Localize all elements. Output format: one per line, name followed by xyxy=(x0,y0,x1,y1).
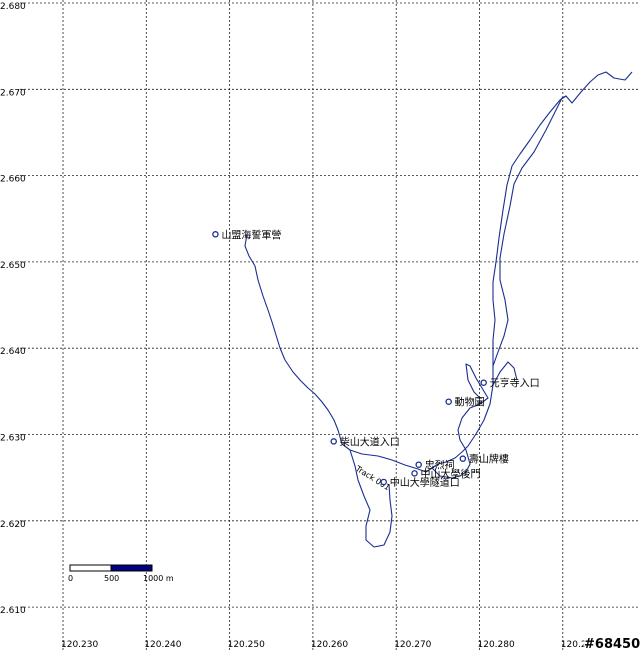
x-tick-label: 120.250 xyxy=(228,640,265,650)
y-tick-label: 2.640 xyxy=(0,347,26,357)
x-tick-label: 120.270 xyxy=(394,640,431,650)
scale-label-500: 500 xyxy=(104,574,119,583)
scale-bar-white-segment xyxy=(69,564,112,572)
waypoint-label: 元亨寺入口 xyxy=(490,377,540,390)
y-tick-label: 2.650 xyxy=(0,261,26,271)
x-tick-label: 120.260 xyxy=(311,640,348,650)
waypoint-marker[interactable] xyxy=(459,455,467,462)
waypoint-label: 山盟海誓軍營 xyxy=(221,228,281,241)
map-grid xyxy=(20,0,640,652)
waypoint-label: 動物園 xyxy=(455,396,485,409)
x-tick-label: 120.240 xyxy=(144,640,181,650)
y-tick-label: 2.630 xyxy=(0,434,26,444)
y-tick-label: 2.620 xyxy=(0,520,26,530)
waypoint-marker[interactable] xyxy=(445,398,452,405)
scale-label-0: 0 xyxy=(68,574,73,583)
waypoint-label: 壽山牌樓 xyxy=(469,453,509,466)
waypoint-label: 忠烈祠 xyxy=(425,459,455,472)
gps-track xyxy=(244,71,633,548)
y-tick-label: 2.610 xyxy=(0,606,26,616)
y-tick-label: 2.680 xyxy=(0,2,26,12)
waypoint-label: 柴山大道入口 xyxy=(340,435,400,448)
track-loop-south xyxy=(349,449,393,548)
waypoint-marker[interactable] xyxy=(480,379,487,386)
x-tick-label: 120.230 xyxy=(61,640,98,650)
x-tick-label: 120.29 xyxy=(561,640,593,650)
scale-bar-dark-segment xyxy=(110,564,153,572)
y-tick-label: 2.670 xyxy=(0,88,26,98)
watermark: #684500 xyxy=(584,637,640,652)
x-tick-label: 120.280 xyxy=(478,640,515,650)
waypoint-label: 中山大學後門 xyxy=(421,467,481,480)
track-main xyxy=(244,71,633,473)
scale-label-1000: 1000 m xyxy=(143,574,174,583)
waypoint-marker[interactable] xyxy=(330,438,337,445)
waypoint-marker[interactable] xyxy=(212,231,219,238)
waypoint-marker[interactable] xyxy=(415,461,422,468)
track-branch-east xyxy=(492,95,567,367)
track-branch-spur xyxy=(492,361,518,386)
track-loop-zoo xyxy=(431,363,489,479)
latitude-tick-labels: 2.680 2.670 2.660 2.650 2.640 2.630 2.620 2.610 xyxy=(0,2,26,616)
y-tick-label: 2.660 xyxy=(0,175,26,185)
waypoint-marker[interactable] xyxy=(411,470,418,477)
scale-bar: 0 500 1000 m xyxy=(68,564,174,583)
longitude-tick-labels: 120.230 120.240 120.250 120.260 120.270 120.2… xyxy=(61,640,593,650)
waypoint-label: 中山大學隧道口 xyxy=(390,476,460,489)
waypoint-marker[interactable] xyxy=(380,478,387,486)
